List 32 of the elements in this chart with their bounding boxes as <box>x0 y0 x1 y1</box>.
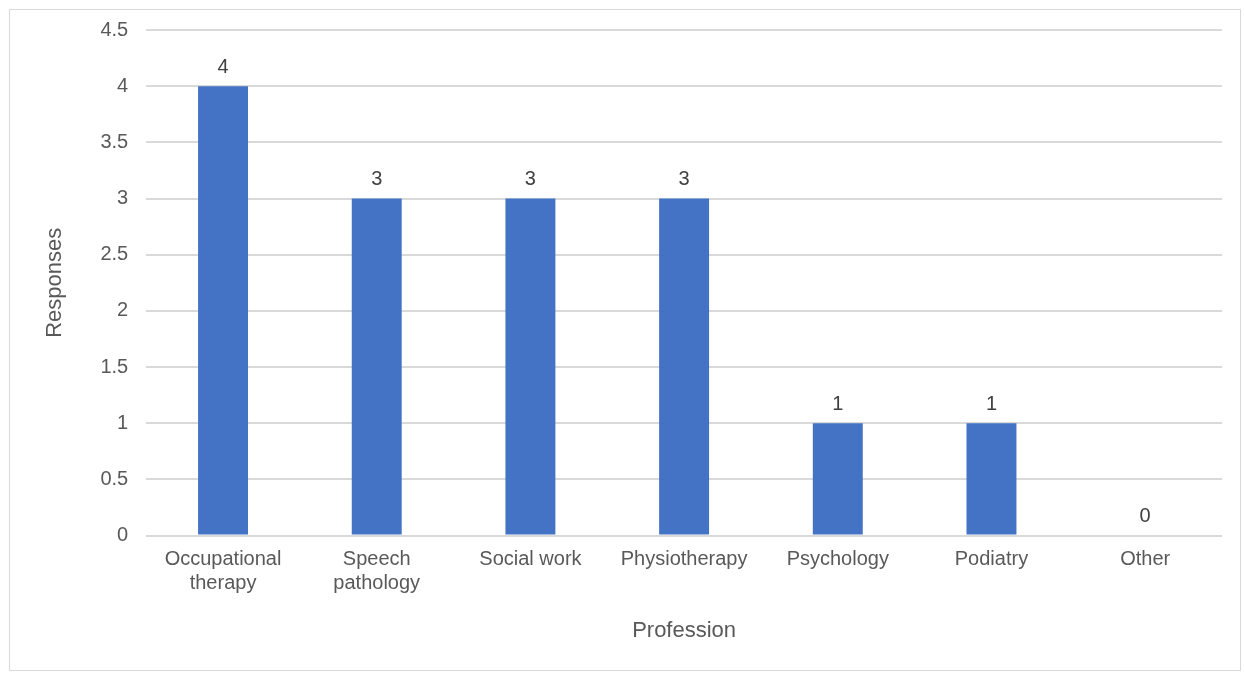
y-tick-label: 1 <box>117 410 129 433</box>
data-label: 1 <box>832 391 844 414</box>
data-label: 0 <box>1139 504 1151 527</box>
x-tick-label: Speech pathology <box>333 547 421 594</box>
y-tick-label: 1.5 <box>100 354 129 377</box>
data-label: 3 <box>524 167 536 190</box>
y-tick-label: 0.5 <box>100 466 129 489</box>
data-label: 3 <box>371 167 383 190</box>
x-tick-label: Occupational therapy <box>164 547 282 594</box>
y-tick-label: 2 <box>117 298 129 321</box>
y-tick-label: 0 <box>117 523 129 546</box>
y-tick-label: 2.5 <box>100 242 129 265</box>
data-label: 1 <box>985 391 998 414</box>
x-tick-label: Psychology <box>786 547 889 570</box>
x-axis-title: Profession <box>632 616 737 642</box>
x-tick-label: Social work <box>479 547 583 570</box>
bar <box>812 423 863 535</box>
bar <box>505 198 556 535</box>
bar <box>351 198 402 535</box>
bar <box>198 86 249 535</box>
x-tick-label: Other <box>1120 547 1171 570</box>
y-tick-label: 3 <box>117 186 129 209</box>
y-axis-title: Responses <box>41 227 67 338</box>
x-tick-label: Podiatry <box>954 547 1029 570</box>
y-tick-label: 3.5 <box>100 129 129 152</box>
y-tick-label: 4.5 <box>100 17 129 40</box>
data-label: 4 <box>217 54 229 77</box>
data-label: 3 <box>678 167 690 190</box>
x-tick-label: Physiotherapy <box>620 547 748 570</box>
bar <box>659 198 710 535</box>
y-tick-label: 4 <box>117 73 129 96</box>
bar <box>966 423 1017 535</box>
